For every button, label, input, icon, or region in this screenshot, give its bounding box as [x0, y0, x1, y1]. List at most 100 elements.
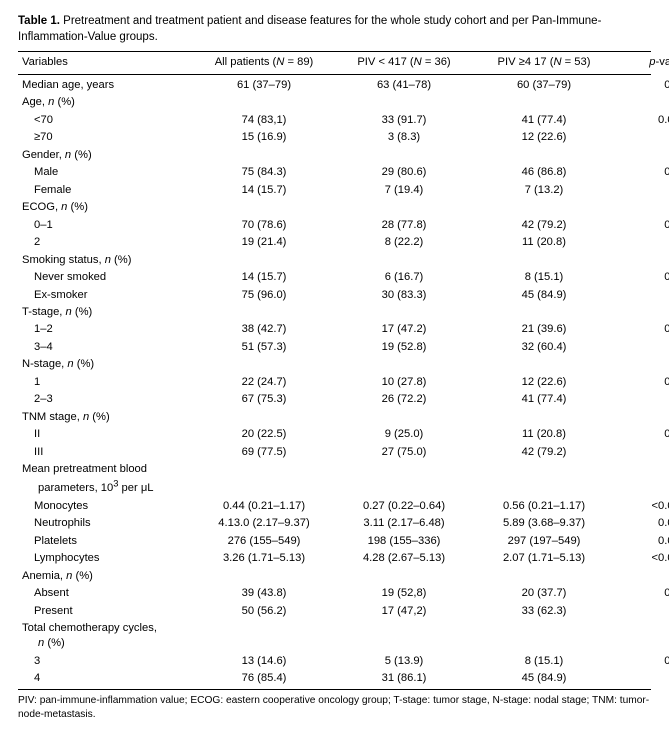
pvalue-cell: 0.83 [614, 216, 669, 233]
pvalue-cell: 0.003 [614, 532, 669, 549]
group-label: T-stage, n (%) [18, 304, 669, 321]
table-row: Male75 (84.3)29 (80.6)46 (86.8)0.56 [18, 164, 669, 181]
pvalue-cell: 0.46 [614, 426, 669, 443]
group-label: Gender, n (%) [18, 146, 669, 163]
table-row: Total chemotherapy cycles,n (%) [18, 620, 669, 653]
table-row: TNM stage, n (%) [18, 409, 669, 426]
piv-low-cell: 29 (80.6) [334, 164, 474, 181]
header-pvalue: p-value [614, 54, 669, 71]
table-row: 476 (85.4)31 (86.1)45 (84.9) [18, 670, 669, 687]
var-cell: 4 [18, 670, 194, 687]
all-cell: 75 (84.3) [194, 164, 334, 181]
table-row: II20 (22.5)9 (25.0)11 (20.8)0.46 [18, 426, 669, 443]
piv-high-cell: 45 (84.9) [474, 286, 614, 303]
piv-low-cell: 6 (16.7) [334, 269, 474, 286]
piv-high-cell: 8 (15.1) [474, 652, 614, 669]
group-label: Age, n (%) [18, 94, 669, 111]
header-piv-low: PIV < 417 (N = 36) [334, 54, 474, 71]
piv-high-cell: 12 (22.6) [474, 374, 614, 391]
piv-low-cell: 8 (22.2) [334, 234, 474, 251]
group-label: N-stage, n (%) [18, 356, 669, 373]
pvalue-cell: <0.001 [614, 550, 669, 567]
piv-low-cell: 19 (52.8) [334, 339, 474, 356]
piv-low-cell: 5 (13.9) [334, 652, 474, 669]
piv-low-cell: 27 (75.0) [334, 444, 474, 461]
table-row: Never smoked14 (15.7)6 (16.7)8 (15.1)0.7… [18, 269, 669, 286]
title-rest: Pretreatment and treatment patient and d… [18, 15, 601, 43]
all-cell: 4.13.0 (2.17–9.37) [194, 515, 334, 532]
table-title: Table 1. Pretreatment and treatment pati… [18, 14, 651, 45]
var-cell: Present [18, 602, 194, 619]
pvalue-cell [614, 444, 669, 461]
table-footnote: PIV: pan-immune-inflammation value; ECOG… [18, 694, 651, 722]
piv-low-cell: 0.27 (0.22–0.64) [334, 498, 474, 515]
table-row: Neutrophils4.13.0 (2.17–9.37)3.11 (2.17–… [18, 515, 669, 532]
piv-low-cell: 3.11 (2.17–6.48) [334, 515, 474, 532]
piv-low-cell: 30 (83.3) [334, 286, 474, 303]
piv-high-cell: 60 (37–79) [474, 77, 614, 94]
pvalue-cell [614, 602, 669, 619]
piv-high-cell: 41 (77.4) [474, 111, 614, 128]
table-head: Variables All patients (N = 89) PIV < 41… [18, 54, 669, 71]
table-row: N-stage, n (%) [18, 356, 669, 373]
piv-high-cell: 41 (77.4) [474, 391, 614, 408]
piv-high-cell: 42 (79.2) [474, 444, 614, 461]
table-row: ECOG, n (%) [18, 199, 669, 216]
group-label: ECOG, n (%) [18, 199, 669, 216]
piv-low-cell: 4.28 (2.67–5.13) [334, 550, 474, 567]
rule-top [18, 51, 651, 52]
group-label: Smoking status, n (%) [18, 251, 669, 268]
pvalue-cell [614, 670, 669, 687]
all-cell: 15 (16.9) [194, 129, 334, 146]
pvalue-cell: 0.39 [614, 374, 669, 391]
table-row: T-stage, n (%) [18, 304, 669, 321]
header-piv-high: PIV ≥4 17 (N = 53) [474, 54, 614, 71]
pvalue-cell: 0.78 [614, 269, 669, 286]
piv-low-cell: 17 (47.2) [334, 321, 474, 338]
table-row: III69 (77.5)27 (75.0)42 (79.2) [18, 444, 669, 461]
piv-high-cell: 0.56 (0.21–1.17) [474, 498, 614, 515]
piv-low-cell: 7 (19.4) [334, 181, 474, 198]
header-variables: Variables [18, 54, 194, 71]
all-cell: 50 (56.2) [194, 602, 334, 619]
all-cell: 3.26 (1.71–5.13) [194, 550, 334, 567]
table-row: Platelets276 (155–549)198 (155–336)297 (… [18, 532, 669, 549]
piv-high-cell: 33 (62.3) [474, 602, 614, 619]
pvalue-cell [614, 339, 669, 356]
var-cell: Neutrophils [18, 515, 194, 532]
pvalue-cell: 0.19 [614, 585, 669, 602]
var-cell: Monocytes [18, 498, 194, 515]
table-row: Monocytes0.44 (0.21–1.17)0.27 (0.22–0.64… [18, 498, 669, 515]
piv-low-cell: 33 (91.7) [334, 111, 474, 128]
piv-low-cell: 31 (86.1) [334, 670, 474, 687]
table-row: Absent39 (43.8)19 (52,8)20 (37.7)0.19 [18, 585, 669, 602]
var-cell: 2 [18, 234, 194, 251]
var-cell: 2–3 [18, 391, 194, 408]
piv-high-cell: 5.89 (3.68–9.37) [474, 515, 614, 532]
pvalue-cell: <0.001 [614, 498, 669, 515]
var-cell: 1–2 [18, 321, 194, 338]
all-cell: 22 (24.7) [194, 374, 334, 391]
piv-low-cell: 28 (77.8) [334, 216, 474, 233]
rule-head [18, 74, 651, 75]
pvalue-cell: 0.32 [614, 321, 669, 338]
group-label: Anemia, n (%) [18, 567, 669, 584]
table-row: Smoking status, n (%) [18, 251, 669, 268]
table-row: Gender, n (%) [18, 146, 669, 163]
pvalue-cell: 0.73 [614, 652, 669, 669]
all-cell: 69 (77.5) [194, 444, 334, 461]
pvalue-cell [614, 234, 669, 251]
piv-low-cell: 63 (41–78) [334, 77, 474, 94]
var-cell: 0–1 [18, 216, 194, 233]
group-label: TNM stage, n (%) [18, 409, 669, 426]
var-cell: III [18, 444, 194, 461]
table-row: 2–367 (75.3)26 (72.2)41 (77.4) [18, 391, 669, 408]
pvalue-cell [614, 391, 669, 408]
all-cell: 61 (37–79) [194, 77, 334, 94]
var-cell: Female [18, 181, 194, 198]
table-row: <7074 (83,1)33 (91.7)41 (77.4)0.091 [18, 111, 669, 128]
var-cell: 3–4 [18, 339, 194, 356]
var-cell: Ex-smoker [18, 286, 194, 303]
var-cell: II [18, 426, 194, 443]
pvalue-cell [614, 129, 669, 146]
